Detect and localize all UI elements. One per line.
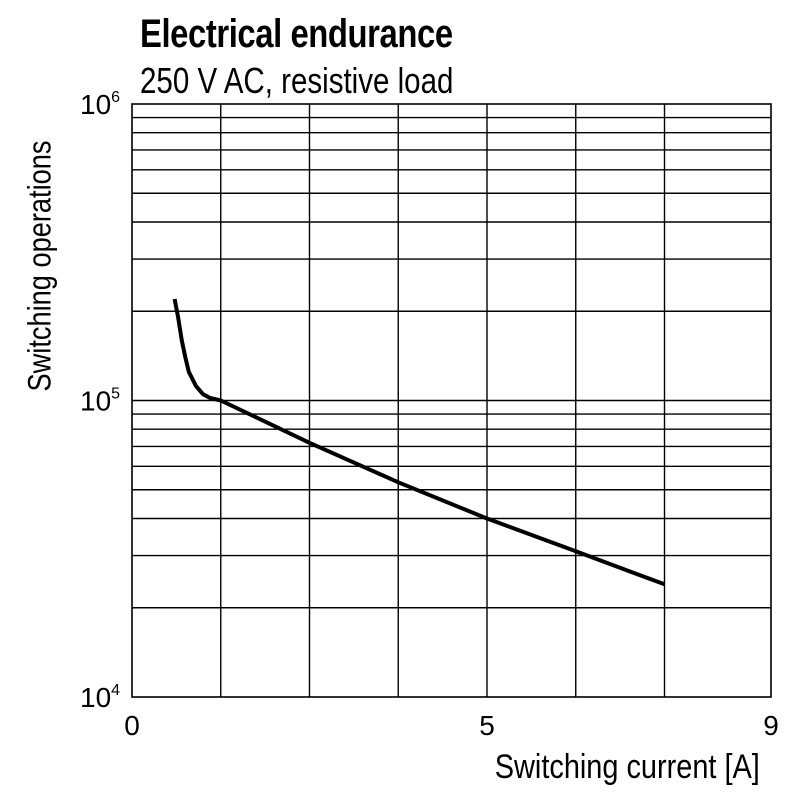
x-tick-label: 9: [763, 710, 779, 741]
x-tick-label: 5: [479, 710, 495, 741]
plot-frame: [131, 103, 772, 698]
chart-subtitle: 250 V AC, resistive load: [140, 60, 454, 101]
x-tick-label: 0: [124, 710, 140, 741]
x-axis-label: Switching current [A]: [494, 748, 760, 786]
series-line: [172, 298, 666, 587]
chart-title: Electrical endurance: [140, 12, 453, 56]
y-tick-label: 106: [80, 89, 120, 120]
y-tick-label: 104: [80, 682, 120, 713]
y-tick-label: 105: [80, 386, 120, 417]
